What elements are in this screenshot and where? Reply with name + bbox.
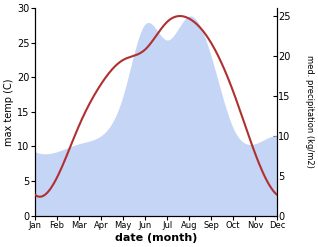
X-axis label: date (month): date (month): [115, 233, 197, 243]
Y-axis label: max temp (C): max temp (C): [4, 78, 14, 145]
Y-axis label: med. precipitation (kg/m2): med. precipitation (kg/m2): [305, 55, 314, 168]
